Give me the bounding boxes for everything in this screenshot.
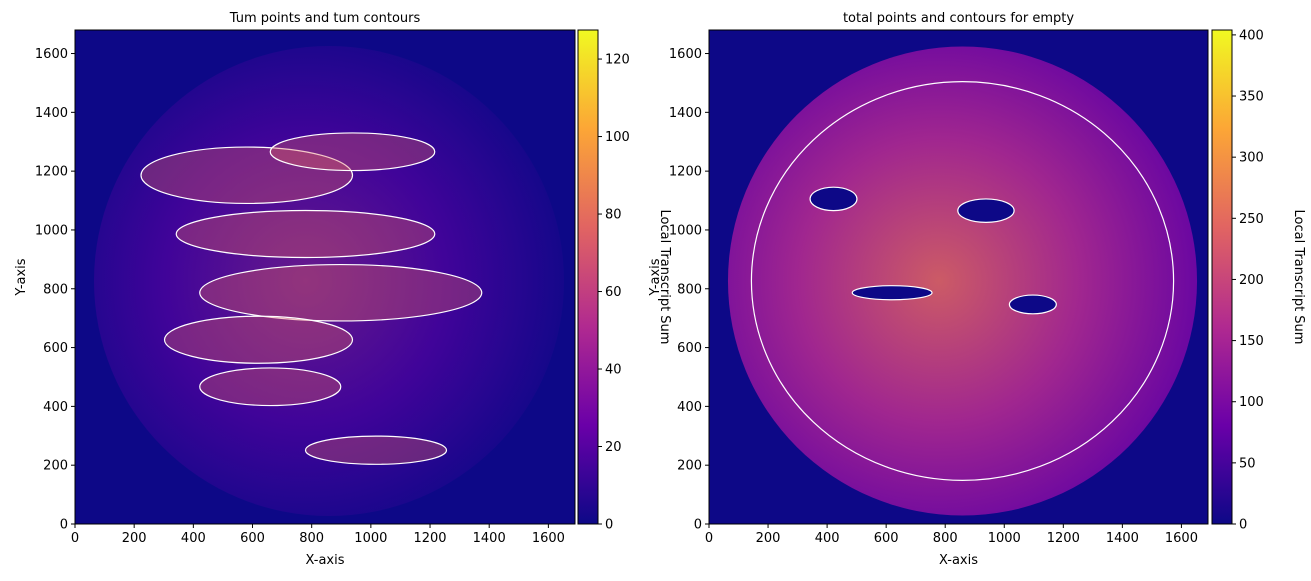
colorbar-tick-label: 50	[1239, 456, 1256, 471]
colorbar-tick-label: 20	[605, 440, 622, 455]
y-tick-label: 800	[677, 282, 702, 297]
y-axis-label: Y-axis	[648, 258, 663, 296]
x-tick-label: 1600	[532, 531, 565, 546]
contour	[140, 146, 354, 205]
y-tick-label: 1600	[669, 47, 702, 62]
colorbar-tick-label: 0	[1239, 518, 1247, 533]
colorbar-tick-label: 300	[1239, 151, 1264, 166]
colorbar-tick-label: 120	[605, 53, 630, 68]
y-tick-label: 200	[43, 459, 68, 474]
x-axis-label: X-axis	[306, 553, 345, 568]
contour	[199, 263, 483, 322]
y-tick-label: 1400	[669, 106, 702, 121]
contour	[809, 186, 858, 212]
x-tick-label: 400	[181, 531, 206, 546]
colorbar-label: Local Transcript Sum	[1291, 210, 1306, 345]
y-tick-label: 1400	[35, 106, 68, 121]
x-tick-label: 1200	[1047, 531, 1080, 546]
x-tick-label: 200	[756, 531, 781, 546]
colorbar-tick-label: 250	[1239, 212, 1264, 227]
contour	[851, 285, 933, 301]
contour	[304, 435, 448, 465]
y-tick-label: 1000	[35, 223, 68, 238]
tissue	[94, 46, 564, 516]
y-tick-label: 600	[677, 341, 702, 356]
y-tick-label: 1600	[35, 47, 68, 62]
x-tick-label: 1400	[1106, 531, 1139, 546]
y-tick-label: 0	[694, 518, 702, 533]
x-tick-label: 1000	[354, 531, 387, 546]
colorbar-tick-label: 80	[605, 208, 622, 223]
x-tick-label: 1600	[1165, 531, 1198, 546]
y-axis-label: Y-axis	[14, 258, 29, 296]
colorbar-tick-label: 100	[605, 130, 630, 145]
y-tick-label: 800	[43, 282, 68, 297]
contour	[750, 81, 1175, 481]
axes-frame	[708, 29, 1209, 525]
colorbar-tick-label: 200	[1239, 273, 1264, 288]
x-tick-label: 200	[122, 531, 147, 546]
x-axis-label: X-axis	[939, 553, 978, 568]
x-tick-label: 600	[874, 531, 899, 546]
tissue	[727, 46, 1198, 516]
x-tick-label: 0	[705, 531, 713, 546]
colorbar-tick-label: 100	[1239, 395, 1264, 410]
x-tick-label: 1000	[988, 531, 1021, 546]
y-tick-label: 600	[43, 341, 68, 356]
contour	[1008, 294, 1057, 315]
contour	[175, 209, 436, 259]
y-tick-label: 400	[43, 400, 68, 415]
colorbar-tick-label: 40	[605, 363, 622, 378]
colorbar-tick-label: 400	[1239, 28, 1264, 43]
colorbar-tick-label: 150	[1239, 334, 1264, 349]
colorbar-tick-label: 60	[605, 285, 622, 300]
x-tick-label: 800	[933, 531, 958, 546]
y-tick-label: 0	[60, 518, 68, 533]
y-tick-label: 1000	[669, 223, 702, 238]
title: Tum points and tum contours	[229, 11, 421, 26]
contour	[163, 315, 354, 364]
contour	[957, 198, 1015, 223]
x-tick-label: 600	[240, 531, 265, 546]
axes-frame	[74, 29, 576, 525]
colorbar-tick-label: 0	[605, 518, 613, 533]
x-tick-label: 1400	[473, 531, 506, 546]
y-tick-label: 400	[677, 400, 702, 415]
colorbar	[1211, 29, 1233, 525]
x-tick-label: 400	[815, 531, 840, 546]
colorbar-tick-label: 350	[1239, 90, 1264, 105]
y-tick-label: 200	[677, 459, 702, 474]
title: total points and contours for empty	[843, 11, 1074, 26]
contour	[199, 367, 342, 407]
y-tick-label: 1200	[35, 165, 68, 180]
x-tick-label: 0	[71, 531, 79, 546]
colorbar	[577, 29, 599, 525]
contour	[269, 132, 436, 172]
x-tick-label: 1200	[413, 531, 446, 546]
y-tick-label: 1200	[669, 165, 702, 180]
colorbar-label: Local Transcript Sum	[657, 210, 672, 345]
x-tick-label: 800	[299, 531, 324, 546]
